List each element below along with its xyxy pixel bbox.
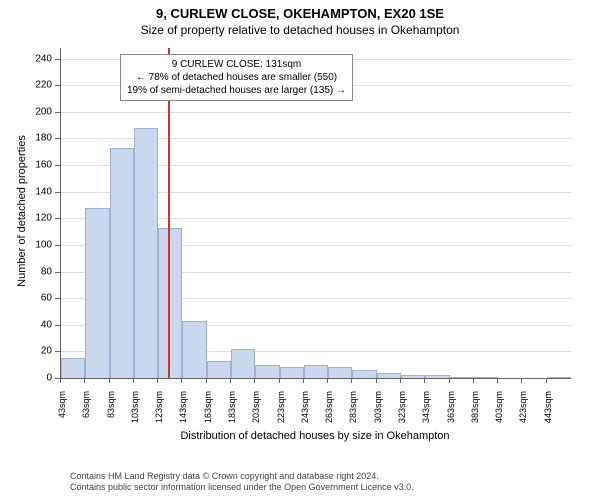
x-tick-mark [400, 378, 401, 383]
y-tick-mark [55, 138, 60, 139]
x-tick-label: 43sqm [57, 391, 67, 441]
y-tick-mark [55, 112, 60, 113]
histogram-bar [352, 370, 376, 378]
x-tick-mark [84, 378, 85, 383]
x-tick-label: 363sqm [446, 391, 456, 441]
footer-line-2: Contains public sector information licen… [70, 482, 414, 494]
x-tick-mark [157, 378, 158, 383]
x-tick-label: 343sqm [421, 391, 431, 441]
histogram-bar [207, 361, 231, 378]
histogram-bar [231, 349, 255, 378]
x-tick-mark [60, 378, 61, 383]
x-tick-mark [181, 378, 182, 383]
y-tick-label: 140 [22, 186, 52, 197]
y-tick-label: 100 [22, 239, 52, 250]
chart-title-sub: Size of property relative to detached ho… [0, 21, 600, 37]
x-tick-label: 123sqm [154, 391, 164, 441]
y-tick-mark [55, 272, 60, 273]
histogram-bar [255, 365, 279, 378]
x-tick-mark [376, 378, 377, 383]
histogram-bar [158, 228, 182, 378]
x-tick-mark [327, 378, 328, 383]
x-tick-label: 63sqm [81, 391, 91, 441]
histogram-bar [474, 377, 498, 378]
x-tick-label: 203sqm [251, 391, 261, 441]
histogram-bar [182, 321, 206, 378]
y-tick-label: 80 [22, 266, 52, 277]
y-tick-label: 240 [22, 53, 52, 64]
chart-container: { "title_main": "9, CURLEW CLOSE, OKEHAM… [0, 0, 600, 500]
x-tick-label: 143sqm [178, 391, 188, 441]
histogram-bar [450, 377, 474, 378]
x-tick-mark [449, 378, 450, 383]
annotation-line: 9 CURLEW CLOSE: 131sqm [127, 58, 346, 71]
histogram-bar [85, 208, 109, 378]
x-tick-mark [473, 378, 474, 383]
x-tick-label: 323sqm [397, 391, 407, 441]
x-tick-label: 163sqm [203, 391, 213, 441]
x-tick-label: 403sqm [494, 391, 504, 441]
histogram-bar [61, 358, 85, 378]
histogram-bar [304, 365, 328, 378]
y-tick-label: 40 [22, 319, 52, 330]
y-tick-label: 60 [22, 293, 52, 304]
x-tick-mark [279, 378, 280, 383]
y-tick-label: 200 [22, 106, 52, 117]
annotation-box: 9 CURLEW CLOSE: 131sqm← 78% of detached … [120, 54, 353, 101]
y-tick-mark [55, 245, 60, 246]
histogram-bar [134, 128, 158, 378]
x-tick-label: 183sqm [227, 391, 237, 441]
y-tick-mark [55, 192, 60, 193]
x-tick-label: 443sqm [543, 391, 553, 441]
x-tick-mark [133, 378, 134, 383]
y-tick-mark [55, 59, 60, 60]
x-tick-mark [254, 378, 255, 383]
y-tick-label: 120 [22, 213, 52, 224]
x-tick-label: 263sqm [324, 391, 334, 441]
y-tick-label: 180 [22, 133, 52, 144]
histogram-bar [377, 373, 401, 378]
y-tick-label: 220 [22, 80, 52, 91]
histogram-bar [328, 367, 352, 378]
x-tick-mark [497, 378, 498, 383]
y-tick-label: 20 [22, 346, 52, 357]
annotation-line: 19% of semi-detached houses are larger (… [127, 84, 346, 97]
x-tick-mark [206, 378, 207, 383]
x-tick-label: 223sqm [276, 391, 286, 441]
x-tick-mark [109, 378, 110, 383]
y-tick-mark [55, 218, 60, 219]
histogram-bar [547, 377, 571, 378]
y-tick-mark [55, 165, 60, 166]
gridline [61, 112, 571, 113]
x-tick-mark [424, 378, 425, 383]
x-tick-mark [230, 378, 231, 383]
x-tick-mark [303, 378, 304, 383]
histogram-bar [280, 367, 304, 378]
chart-title-main: 9, CURLEW CLOSE, OKEHAMPTON, EX20 1SE [0, 0, 600, 21]
histogram-bar [110, 148, 134, 378]
x-tick-label: 83sqm [106, 391, 116, 441]
y-tick-mark [55, 298, 60, 299]
y-tick-label: 0 [22, 373, 52, 384]
y-tick-mark [55, 85, 60, 86]
y-tick-mark [55, 351, 60, 352]
x-tick-label: 283sqm [348, 391, 358, 441]
y-tick-label: 160 [22, 160, 52, 171]
x-tick-label: 103sqm [130, 391, 140, 441]
x-tick-mark [546, 378, 547, 383]
footer-attribution: Contains HM Land Registry data © Crown c… [70, 471, 414, 494]
x-tick-label: 423sqm [518, 391, 528, 441]
y-tick-mark [55, 325, 60, 326]
footer-line-1: Contains HM Land Registry data © Crown c… [70, 471, 414, 483]
x-tick-label: 303sqm [373, 391, 383, 441]
histogram-bar [425, 375, 449, 378]
x-tick-mark [351, 378, 352, 383]
x-tick-label: 243sqm [300, 391, 310, 441]
histogram-bar [401, 375, 425, 378]
annotation-line: ← 78% of detached houses are smaller (55… [127, 71, 346, 84]
x-tick-mark [521, 378, 522, 383]
x-tick-label: 383sqm [470, 391, 480, 441]
